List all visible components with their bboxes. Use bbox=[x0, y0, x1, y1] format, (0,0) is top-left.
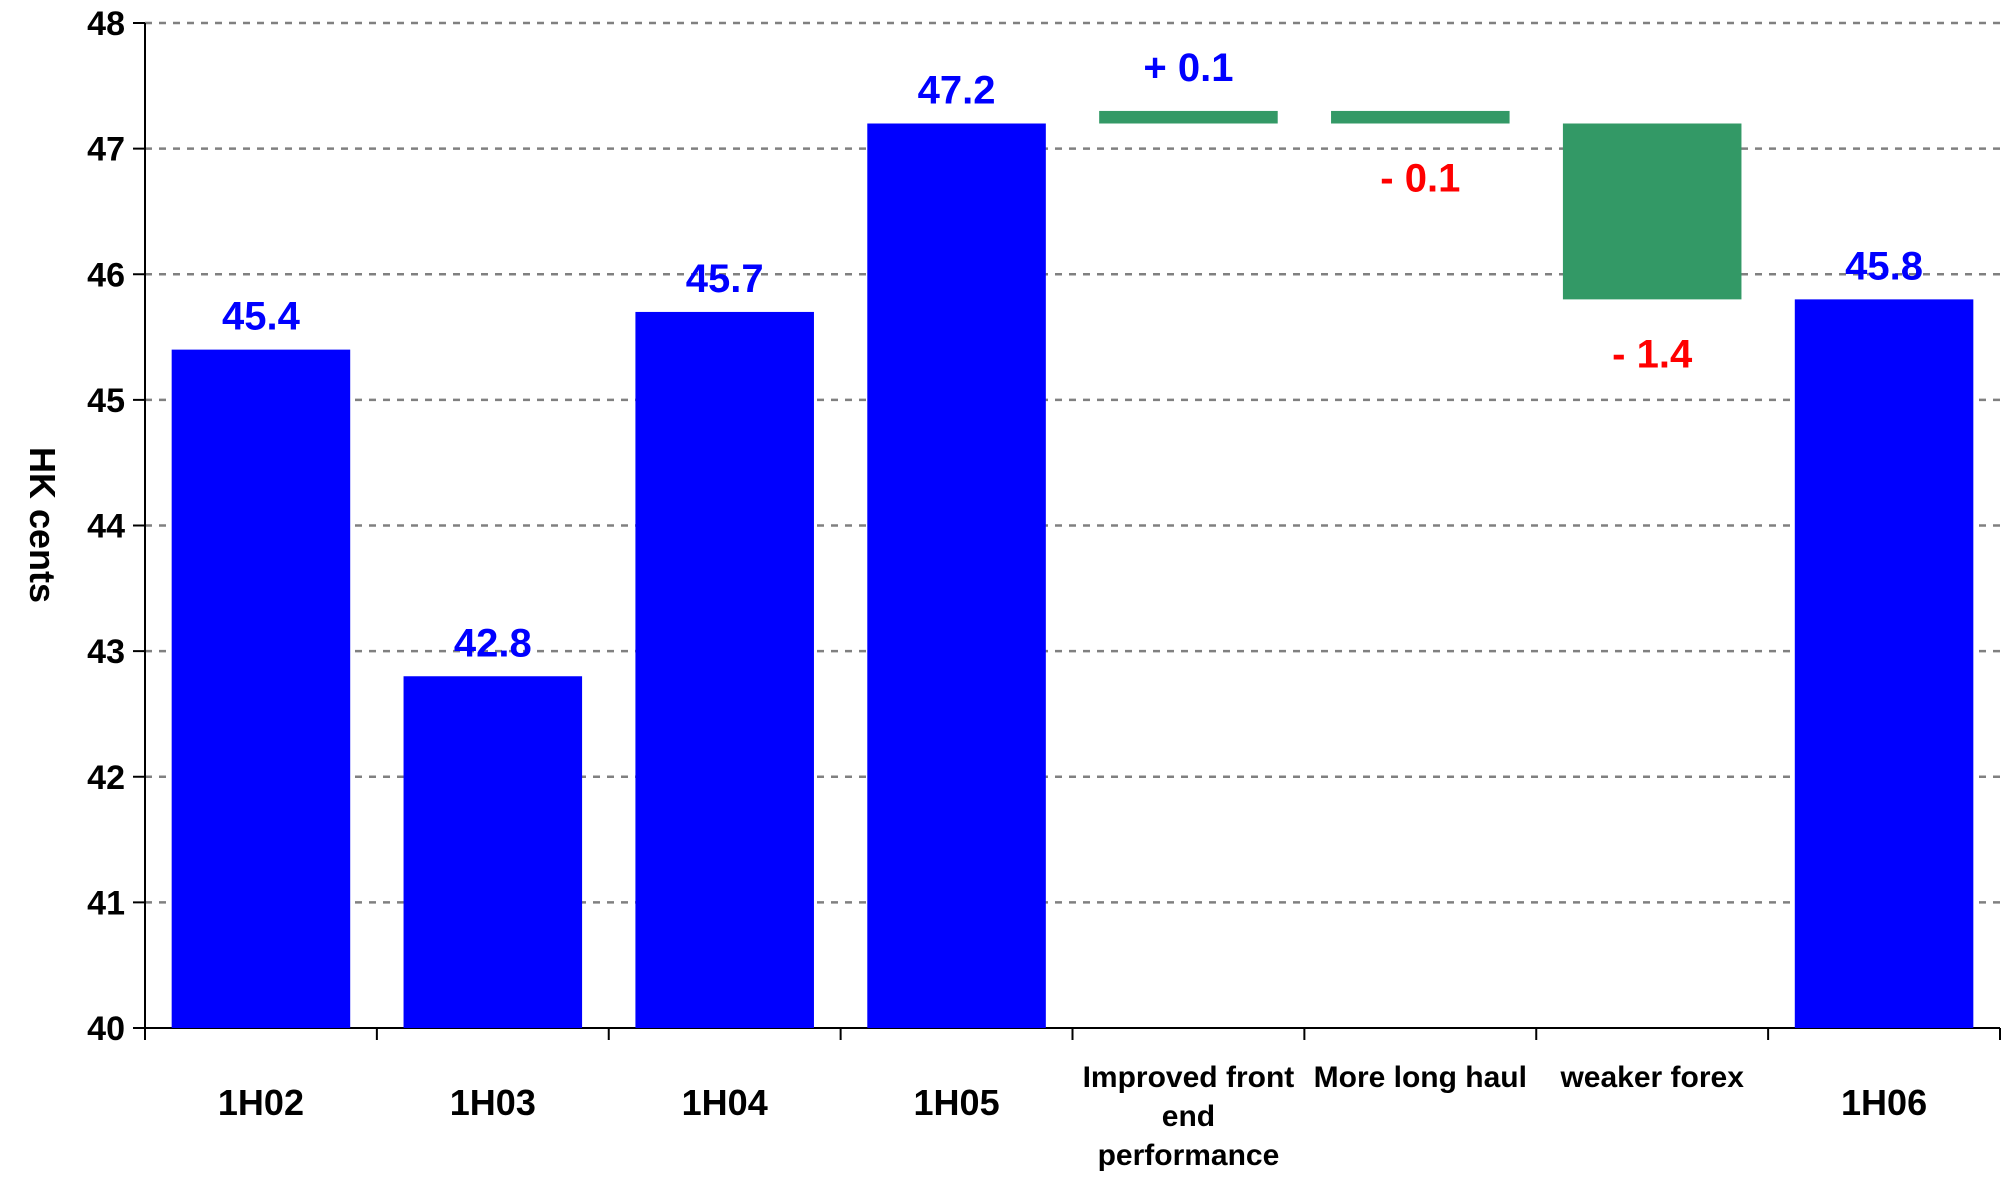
x-tick-label: More long haul bbox=[1313, 1061, 1527, 1094]
x-tick-label: 1H02 bbox=[217, 1082, 304, 1123]
bar bbox=[635, 311, 814, 1028]
y-tick-label: 43 bbox=[87, 633, 125, 671]
x-tick-label: 1H06 bbox=[1841, 1082, 1928, 1123]
x-tick-label: 1H05 bbox=[913, 1082, 1000, 1123]
value-label: 45.4 bbox=[222, 295, 301, 339]
y-tick-label: 40 bbox=[87, 1010, 125, 1048]
y-tick-label: 46 bbox=[87, 256, 125, 294]
x-tick-label: Improved front end performance bbox=[1082, 1061, 1295, 1172]
x-tick-label: 1H04 bbox=[681, 1082, 768, 1123]
y-tick-label: 47 bbox=[87, 131, 125, 169]
value-label: 45.8 bbox=[1845, 244, 1923, 288]
bar bbox=[171, 349, 351, 1028]
value-label: 42.8 bbox=[454, 621, 532, 665]
bar bbox=[1331, 110, 1510, 124]
x-tick-label: weaker forex bbox=[1560, 1061, 1744, 1094]
bar bbox=[867, 123, 1046, 1028]
y-tick-label: 48 bbox=[87, 5, 125, 43]
value-label: + 0.1 bbox=[1143, 46, 1233, 90]
bar bbox=[403, 676, 583, 1028]
bar bbox=[1794, 299, 1974, 1028]
y-tick-label: 41 bbox=[87, 884, 125, 922]
bar bbox=[1099, 110, 1278, 124]
y-tick-label: 44 bbox=[87, 508, 125, 546]
y-tick-label: 42 bbox=[87, 759, 125, 797]
value-label: - 1.4 bbox=[1612, 332, 1693, 376]
value-label: 45.7 bbox=[686, 257, 764, 301]
x-tick-label: 1H03 bbox=[449, 1082, 536, 1123]
value-label: - 0.1 bbox=[1380, 157, 1460, 201]
y-axis-label: HK cents bbox=[22, 447, 63, 603]
y-tick-label: 45 bbox=[87, 382, 125, 420]
bar bbox=[1562, 123, 1742, 300]
value-label: 47.2 bbox=[918, 69, 996, 113]
